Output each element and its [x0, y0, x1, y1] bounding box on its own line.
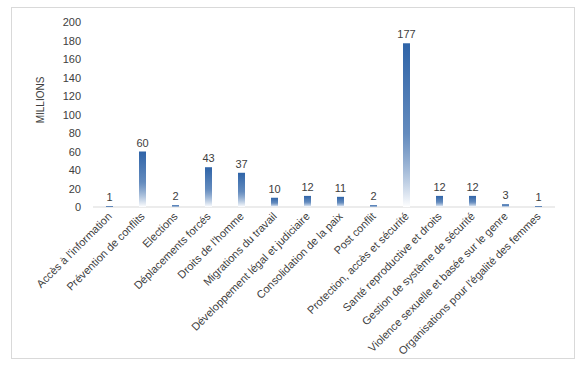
bar	[535, 206, 542, 207]
data-label: 12	[301, 181, 313, 193]
y-tick-label: 140	[63, 72, 81, 84]
bar	[469, 196, 476, 207]
x-axis-line	[93, 207, 555, 208]
data-label: 11	[335, 182, 346, 194]
y-tick-label: 120	[63, 90, 81, 102]
y-tick-label: 180	[63, 35, 81, 47]
data-label: 3	[502, 189, 508, 201]
data-label: 37	[235, 158, 247, 170]
chart-svg: 020406080100120140160180200MILLIONS16024…	[0, 0, 588, 368]
y-tick-label: 80	[69, 127, 81, 139]
y-axis-label: MILLIONS	[35, 76, 46, 123]
data-label: 43	[202, 152, 214, 164]
bar	[238, 173, 245, 207]
y-tick-label: 160	[63, 53, 81, 65]
bar	[502, 204, 509, 207]
y-tick-label: 100	[63, 109, 81, 121]
chart-frame	[12, 8, 575, 359]
y-tick-label: 20	[69, 183, 81, 195]
x-tick-label: Organisations pour l'égalité des femmes	[396, 210, 543, 357]
data-label: 12	[433, 181, 445, 193]
bar	[370, 205, 377, 207]
bar	[403, 43, 410, 207]
data-label: 1	[106, 191, 112, 203]
data-label: 177	[397, 28, 415, 40]
chart-container: 020406080100120140160180200MILLIONS16024…	[0, 0, 588, 368]
data-label: 2	[172, 190, 178, 202]
data-label: 60	[136, 137, 148, 149]
bars	[106, 43, 542, 207]
bar	[106, 206, 113, 207]
data-label: 12	[466, 181, 478, 193]
bar	[271, 198, 278, 207]
bar	[172, 205, 179, 207]
data-label: 2	[370, 190, 376, 202]
bar	[304, 196, 311, 207]
y-tick-label: 60	[69, 146, 81, 158]
data-label: 10	[268, 183, 280, 195]
bar	[337, 197, 344, 207]
x-tick-label: Violence sexuelle et basée sur le genre	[366, 210, 510, 354]
data-label: 1	[535, 191, 541, 203]
bar	[139, 152, 146, 208]
y-tick-label: 200	[63, 16, 81, 28]
y-tick-label: 40	[69, 164, 81, 176]
x-tick-label: Développement légal et judiciaire	[189, 210, 312, 333]
bar	[436, 196, 443, 207]
y-tick-label: 0	[75, 201, 81, 213]
bar	[205, 167, 212, 207]
